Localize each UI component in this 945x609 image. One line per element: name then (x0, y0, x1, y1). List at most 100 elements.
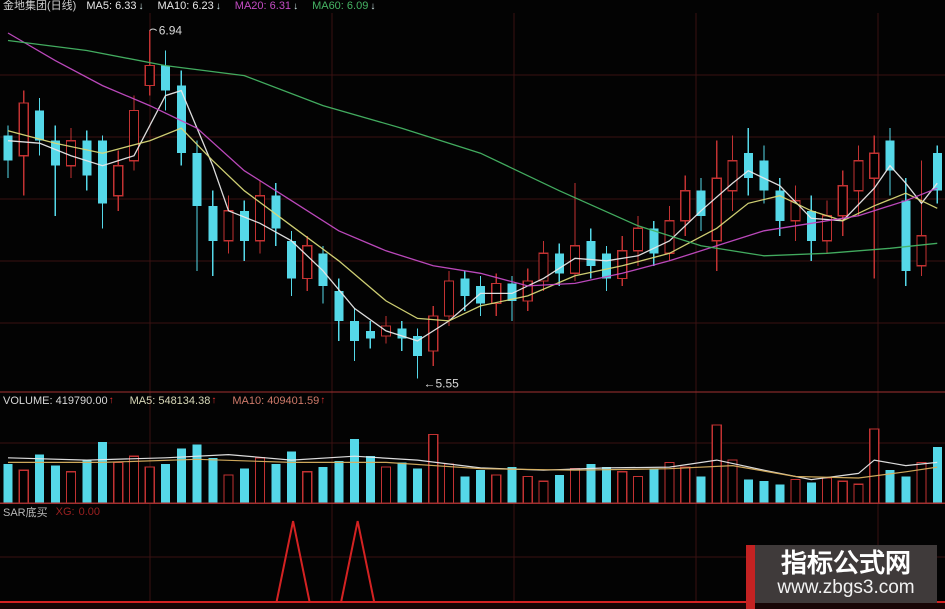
volume-ma10-readout: MA10: 409401.59 ↑ (232, 395, 325, 407)
volume-bar-down (350, 439, 359, 503)
candle-body-down (932, 153, 942, 191)
ma5-readout: MA5: 6.33 ↓ (86, 0, 143, 13)
ma5-label: MA5: (86, 0, 113, 12)
volume-bar-down (98, 442, 107, 503)
volume-bar-up (428, 433, 439, 504)
volume-bar-up (113, 461, 124, 504)
volume-ma10-label: MA10: (232, 394, 265, 407)
volume-bar-down (208, 457, 218, 503)
candle-body-up (869, 152, 880, 179)
candle-body-up (680, 190, 691, 222)
volume-bar-down (775, 484, 785, 503)
candle-body-down (586, 240, 596, 266)
candle-body-down (476, 285, 485, 304)
price-panel[interactable]: 6.94 ←5.55 (3, 24, 942, 391)
volume-bar-down (932, 446, 942, 503)
volume-bar-up (128, 455, 140, 504)
sar-buy-spike (275, 520, 311, 603)
candle-body-down (507, 283, 517, 301)
down-arrow-icon: ↓ (138, 1, 144, 12)
up-arrow-icon: ↑ (108, 395, 114, 406)
candle-body-up (65, 140, 77, 167)
volume-panel[interactable] (0, 391, 945, 504)
watermark-site-url: www.zbgs3.com (777, 577, 915, 598)
candle-body-down (885, 140, 895, 171)
sar-signal-label: XG: (55, 506, 75, 518)
candle-body-down (901, 200, 911, 271)
volume-bar-down (696, 476, 706, 503)
volume-bar-up (538, 480, 549, 504)
candle-body-down (350, 320, 359, 341)
ma20-line (7, 32, 938, 287)
bottom-strip (0, 603, 945, 609)
candle-body-down (3, 135, 13, 161)
candle-body-up (443, 280, 455, 317)
volume-ma5-value: 548134.38 (158, 394, 211, 407)
candle-body-up (790, 200, 801, 222)
watermark-site-name: 指标公式网 (780, 548, 911, 578)
low-price-annotation: ←5.55 (424, 376, 460, 390)
volume-bar-down (3, 464, 13, 503)
ma10-readout: MA10: 6.23 ↓ (158, 0, 221, 13)
volume-label: VOLUME: (3, 394, 53, 407)
candle-body-up (569, 245, 581, 274)
candle-body-down (649, 228, 659, 254)
sar-signal-readout: XG: 0.00 (56, 506, 100, 518)
volume-bar-up (443, 463, 455, 504)
volume-bar-down (176, 448, 186, 503)
volume-bar-up (223, 474, 234, 504)
volume-bar-up (522, 475, 533, 504)
ma20-label: MA20: (234, 0, 267, 12)
volume-bar-up (821, 477, 833, 504)
ma10-value: 6.23 (192, 0, 214, 12)
volume-bar-up (254, 457, 266, 504)
ma60-label: MA60: (312, 0, 344, 12)
volume-bar-down (743, 479, 753, 503)
candle-body-down (365, 330, 375, 339)
volume-value: 419790.00 (55, 394, 108, 407)
volume-bar-down (365, 456, 375, 503)
sar-buy-spike (340, 520, 376, 603)
volume-bar-up (837, 480, 848, 504)
candle-body-down (161, 65, 170, 91)
candle-body-down (413, 335, 422, 356)
grid-lines (0, 13, 945, 602)
volume-bar-up (144, 466, 155, 504)
vol_ma10-line (8, 458, 938, 479)
candle-body-down (397, 328, 407, 339)
volume-bar-down (82, 460, 92, 503)
candle-body-down (287, 240, 296, 279)
volume-bar-up (302, 471, 313, 504)
volume-ma5-readout: MA5: 548134.38 ↑ (130, 395, 217, 407)
volume-bar-down (507, 467, 517, 503)
candle-body-down (460, 278, 470, 296)
candle-body-down (35, 110, 44, 141)
candle-body-up (113, 165, 124, 197)
ma60-line (7, 39, 938, 257)
candle-body-down (775, 190, 785, 221)
volume-bar-up (632, 475, 644, 504)
candle-body-down (806, 210, 816, 241)
volume-bar-up (680, 466, 691, 504)
watermark-accent-bar (746, 545, 755, 609)
candle-body-down (239, 210, 249, 241)
volume-bar-up (711, 424, 722, 504)
candle-body-down (82, 140, 92, 176)
candle-body-up (727, 160, 738, 192)
volume-readout: VOLUME: 419790.00 ↑ (3, 395, 114, 407)
sar-signal-value: 0.00 (78, 506, 100, 518)
volume-bar-up (790, 479, 801, 504)
candle-body-down (334, 290, 344, 321)
candle-body-up (302, 245, 313, 279)
volume-bar-down (318, 467, 328, 503)
volume-bar-down (35, 454, 44, 503)
volume-bar-up (569, 468, 581, 504)
ma20-value: 6.31 (269, 0, 292, 12)
candle-body-down (554, 253, 564, 274)
candle-body-down (759, 160, 769, 191)
ma5-line (7, 89, 938, 342)
volume-bar-down (476, 470, 485, 503)
high-price-annotation: 6.94 (159, 24, 183, 38)
volume-bar-up (65, 471, 77, 504)
